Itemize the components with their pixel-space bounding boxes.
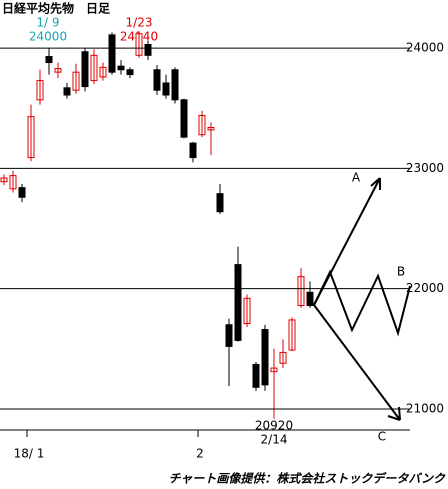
y-tick-label: 23000 <box>406 161 444 175</box>
y-tick-label: 24000 <box>406 41 444 55</box>
annotation: 1/ 9 <box>36 16 59 30</box>
annotation: 24000 <box>29 30 67 44</box>
y-tick-label: 21000 <box>406 401 444 415</box>
annotation: 20920 <box>255 419 293 433</box>
scenario-label: B <box>397 265 405 279</box>
y-tick-label: 22000 <box>406 281 444 295</box>
arrow-c <box>313 304 401 421</box>
source: チャート画像提供：株式会社ストックデータバンク <box>169 472 446 486</box>
scenario-arrows <box>313 177 411 421</box>
annotation: 1/23 <box>126 16 153 30</box>
annotation: 2/14 <box>261 433 288 447</box>
arrow-b <box>313 269 411 337</box>
chart-title: 日経平均先物 日足 <box>2 1 110 16</box>
scenario-label: A <box>352 171 361 185</box>
x-tick-label: 18/ 1 <box>14 447 45 461</box>
scenario-label: C <box>378 430 386 444</box>
x-tick-label: 2 <box>196 447 204 461</box>
